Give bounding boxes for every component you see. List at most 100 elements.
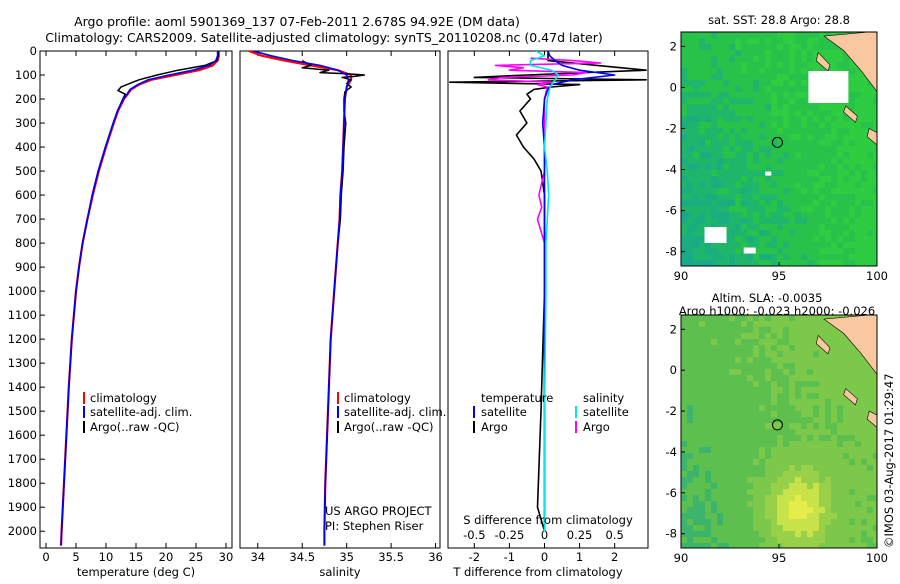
map-cell	[735, 38, 741, 44]
map-cell	[753, 495, 759, 501]
map-cell	[825, 447, 831, 453]
map-cell	[687, 110, 693, 116]
map-cell	[837, 399, 843, 405]
map-cell	[789, 405, 795, 411]
map-cell	[753, 429, 759, 435]
map-cell	[741, 206, 747, 212]
map-cell	[693, 531, 699, 537]
map-cell	[789, 489, 795, 495]
map-cell	[741, 182, 747, 188]
map-cell	[759, 513, 765, 519]
map-cell	[699, 182, 705, 188]
map-cell	[777, 333, 783, 339]
map-cell	[717, 417, 723, 423]
map-cell	[819, 537, 825, 543]
map-cell	[795, 38, 801, 44]
map-cell	[801, 369, 807, 375]
map-cell	[789, 459, 795, 465]
map-cell	[807, 543, 813, 548]
map-cell	[789, 188, 795, 194]
map-cell	[705, 242, 711, 248]
map-cell	[855, 206, 861, 212]
map-cell	[753, 519, 759, 525]
map-cell	[855, 423, 861, 429]
map-cell	[699, 459, 705, 465]
map-cell	[687, 357, 693, 363]
map-cell	[801, 477, 807, 483]
map-cell	[723, 483, 729, 489]
map-cell	[795, 477, 801, 483]
map-cell	[861, 465, 867, 471]
map-cell	[693, 80, 699, 86]
map-cell	[699, 80, 705, 86]
map-cell	[759, 381, 765, 387]
map-cell	[693, 158, 699, 164]
map-cell	[687, 411, 693, 417]
map-cell	[741, 230, 747, 236]
map-cell	[819, 212, 825, 218]
map-cell	[711, 363, 717, 369]
map-cell	[873, 531, 877, 537]
map-cell	[789, 411, 795, 417]
map-cell	[693, 68, 699, 74]
map-cell	[777, 164, 783, 170]
map-cell	[825, 441, 831, 447]
map-cell	[765, 224, 771, 230]
map-cell	[843, 218, 849, 224]
map-field	[681, 315, 877, 548]
map-cell	[855, 369, 861, 375]
map-cell	[753, 98, 759, 104]
map-cell	[699, 146, 705, 152]
map-cell	[705, 315, 711, 321]
map-cell	[795, 447, 801, 453]
map-cell	[825, 387, 831, 393]
map-cell	[765, 315, 771, 321]
map-cell	[705, 519, 711, 525]
x-tick-label: 36	[428, 550, 443, 564]
map-cell	[849, 134, 855, 140]
map-cell	[867, 441, 873, 447]
map-cell	[843, 513, 849, 519]
map-cell	[849, 369, 855, 375]
map-cell	[753, 170, 759, 176]
map-cell	[825, 218, 831, 224]
map-cell	[867, 158, 873, 164]
map-cell	[771, 465, 777, 471]
map-cell	[771, 158, 777, 164]
map-cell	[681, 212, 687, 218]
map-cell	[711, 447, 717, 453]
map-cell	[741, 513, 747, 519]
map-cell	[777, 242, 783, 248]
map-cell	[735, 104, 741, 110]
map-cell	[831, 134, 837, 140]
map-cell	[825, 375, 831, 381]
map-cell	[753, 477, 759, 483]
map-cell	[765, 164, 771, 170]
map-cell	[711, 429, 717, 435]
map-cell	[825, 483, 831, 489]
map-cell	[825, 381, 831, 387]
map-cell	[819, 429, 825, 435]
map-cell	[705, 68, 711, 74]
map-cell	[807, 453, 813, 459]
map-cell	[855, 182, 861, 188]
map-cell	[711, 351, 717, 357]
map-cell	[753, 116, 759, 122]
map-cell	[687, 236, 693, 242]
map-cell	[735, 32, 741, 38]
map-cell	[723, 435, 729, 441]
map-cell	[747, 363, 753, 369]
map-cell	[729, 38, 735, 44]
map-cell	[729, 453, 735, 459]
map-cell	[795, 200, 801, 206]
map-cell	[831, 471, 837, 477]
map-cell	[849, 345, 855, 351]
map-cell	[735, 206, 741, 212]
map-cell	[861, 134, 867, 140]
map-cell	[849, 387, 855, 393]
map-cell	[771, 447, 777, 453]
map-cell	[783, 465, 789, 471]
map-cell	[837, 50, 843, 56]
map-cell	[801, 134, 807, 140]
map-cell	[765, 513, 771, 519]
